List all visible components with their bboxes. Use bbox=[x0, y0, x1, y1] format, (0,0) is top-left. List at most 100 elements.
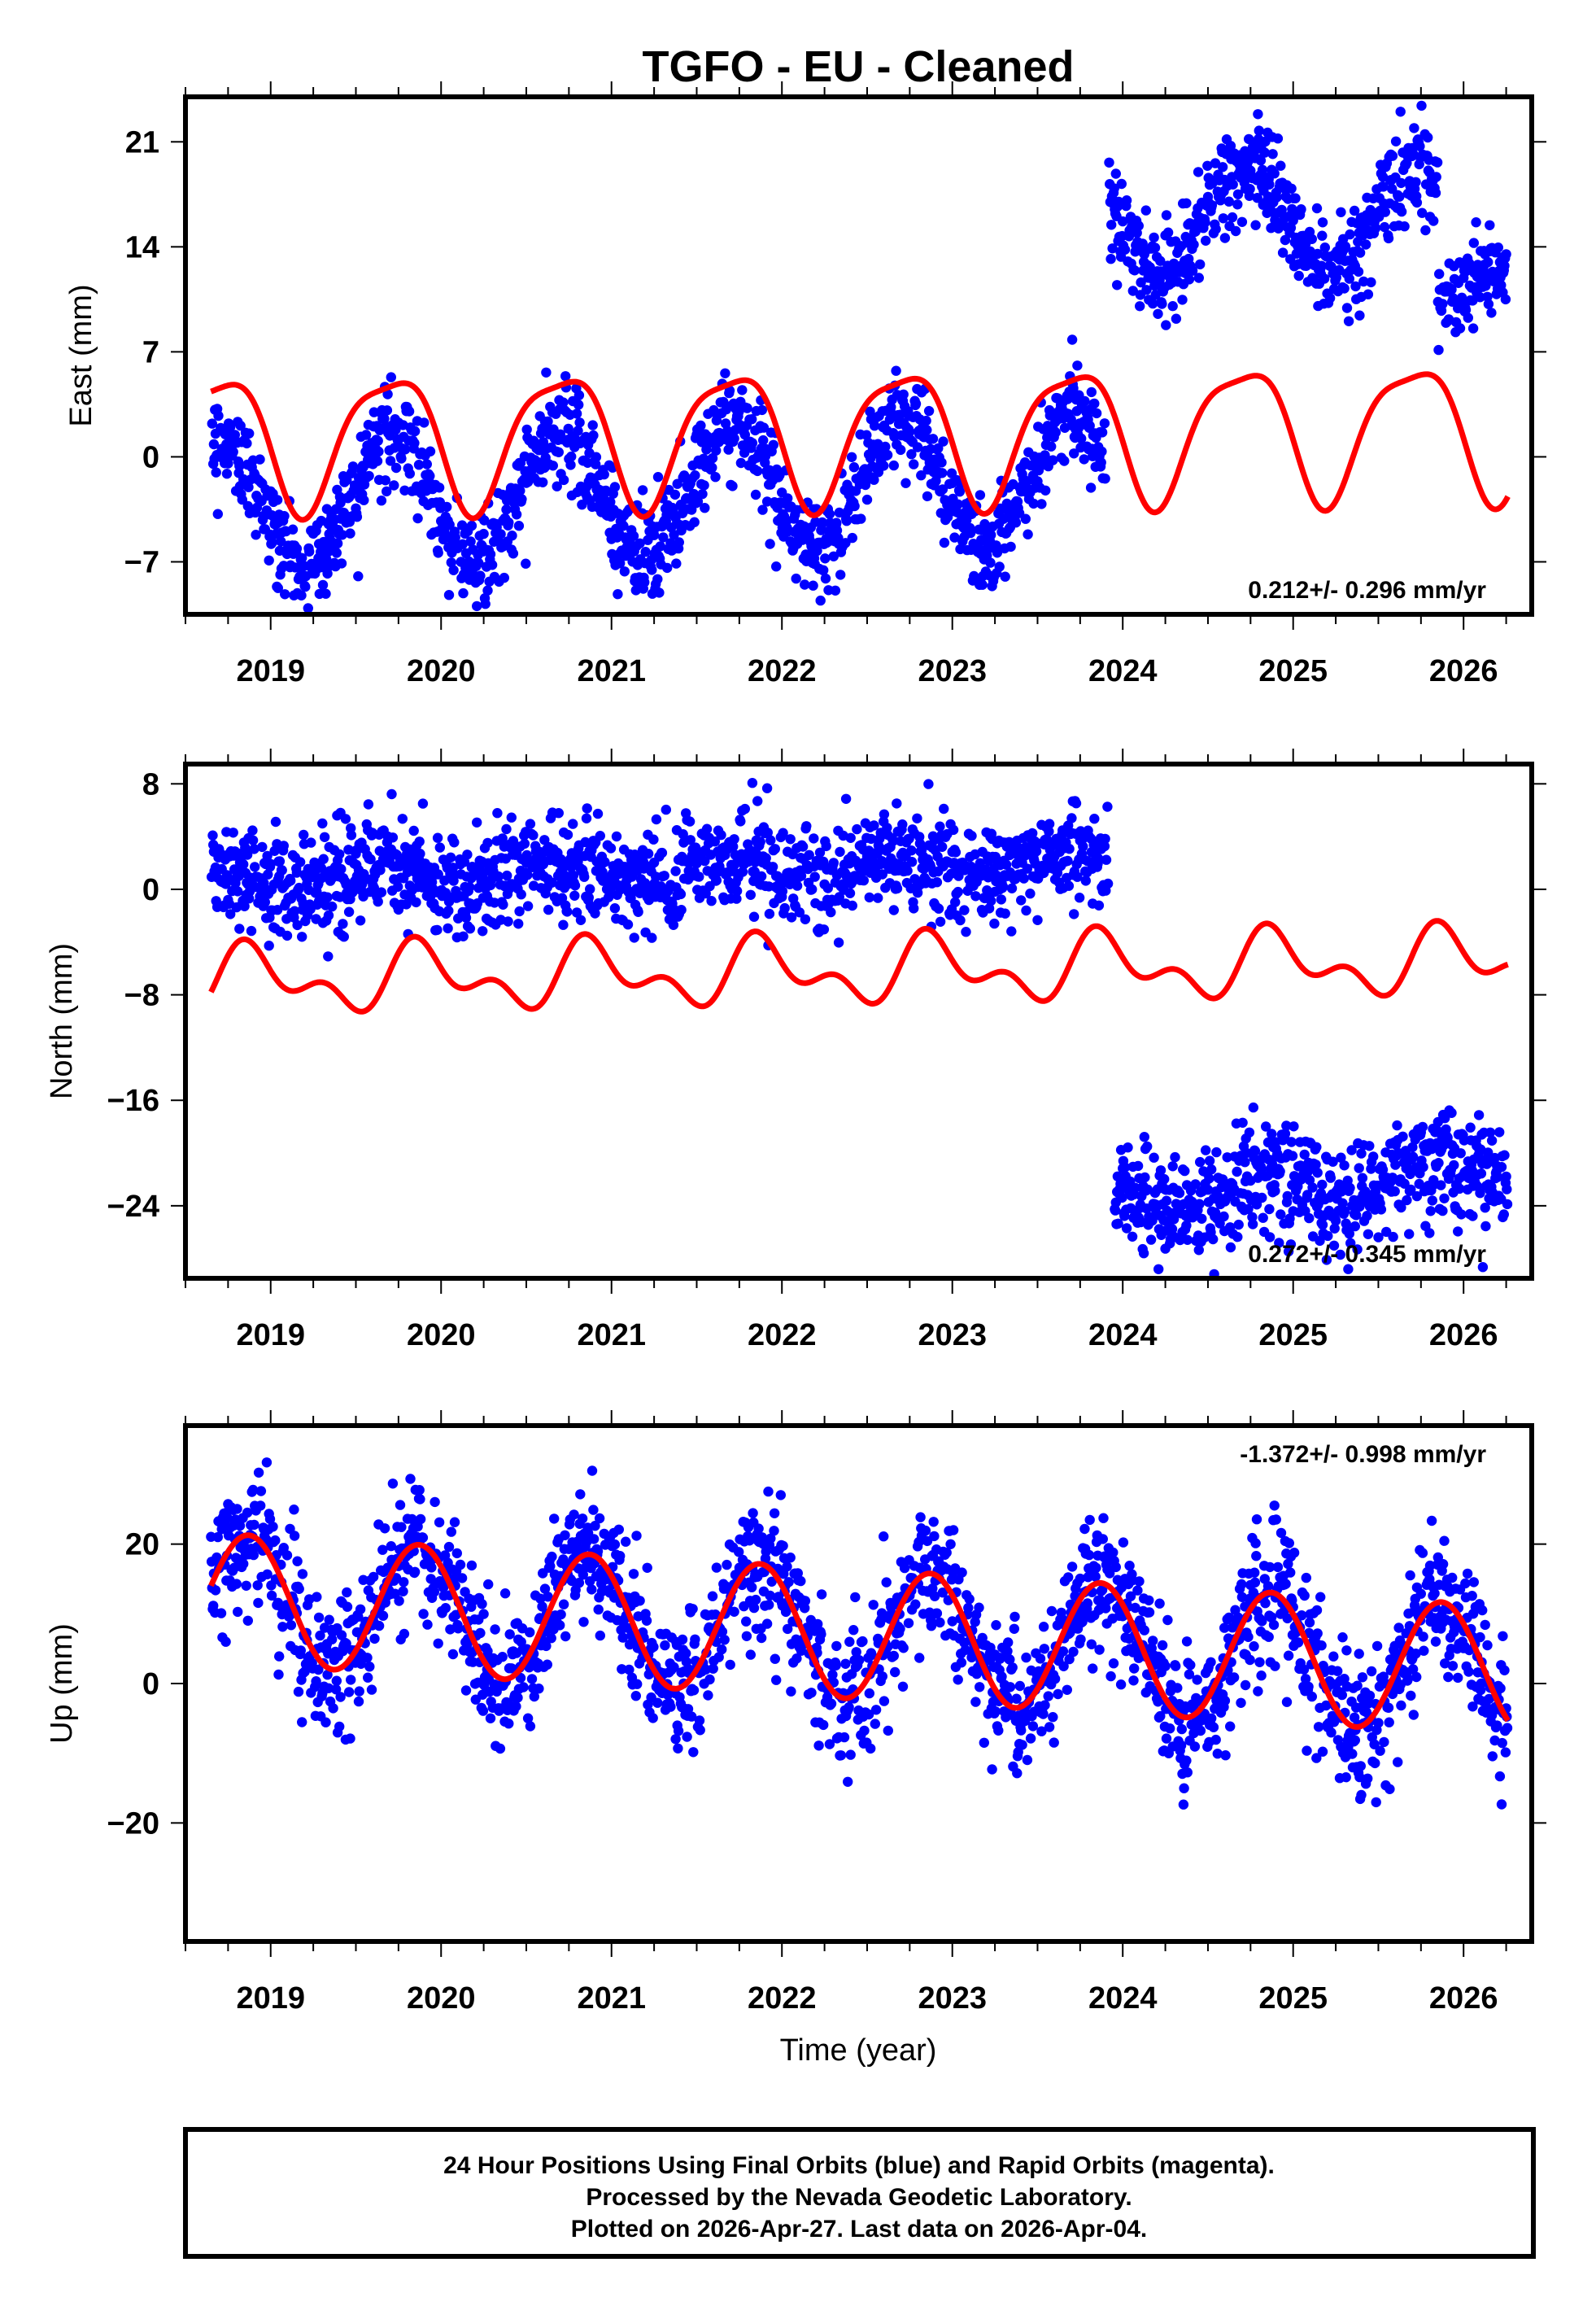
east-data-point bbox=[1416, 100, 1427, 111]
east-data-point bbox=[291, 544, 303, 554]
east-data-point bbox=[1066, 334, 1078, 345]
north-data-point bbox=[858, 875, 870, 886]
east-data-point bbox=[1341, 303, 1353, 313]
up-data-point bbox=[395, 1500, 406, 1510]
east-data-point bbox=[758, 435, 769, 446]
up-data-point bbox=[443, 1541, 455, 1553]
up-data-point bbox=[418, 1609, 429, 1619]
east-data-point bbox=[765, 539, 775, 549]
east-data-point bbox=[565, 460, 576, 470]
up-data-point bbox=[497, 1652, 508, 1662]
east-data-point bbox=[841, 516, 853, 526]
north-data-point bbox=[1025, 889, 1036, 899]
north-data-point bbox=[1102, 801, 1113, 812]
north-data-point bbox=[1089, 814, 1100, 824]
north-data-point bbox=[522, 901, 534, 911]
up-data-point bbox=[297, 1717, 307, 1727]
north-data-point bbox=[462, 849, 473, 860]
north-data-point bbox=[892, 883, 903, 894]
up-data-point bbox=[588, 1534, 600, 1544]
north-data-point bbox=[397, 814, 408, 824]
east-data-point bbox=[1411, 177, 1421, 187]
east-data-point bbox=[336, 558, 347, 569]
north-data-point bbox=[1436, 1180, 1446, 1190]
north-data-point bbox=[656, 847, 668, 858]
east-data-point bbox=[1217, 162, 1228, 173]
east-data-point bbox=[831, 518, 842, 528]
north-data-point bbox=[622, 919, 634, 930]
east-data-point bbox=[1005, 541, 1016, 552]
north-data-point bbox=[1132, 1160, 1144, 1172]
east-data-point bbox=[1420, 225, 1431, 236]
east-data-point bbox=[830, 585, 841, 596]
up-data-point bbox=[512, 1692, 523, 1703]
east-data-point bbox=[711, 445, 722, 456]
east-data-point bbox=[332, 538, 343, 549]
east-data-point bbox=[1188, 239, 1199, 250]
north-data-point bbox=[821, 841, 831, 852]
east-data-point bbox=[757, 504, 768, 515]
up-data-point bbox=[534, 1684, 544, 1694]
up-data-point bbox=[434, 1517, 445, 1528]
north-data-point bbox=[879, 809, 890, 819]
east-data-point bbox=[985, 557, 996, 568]
up-data-point bbox=[415, 1494, 425, 1505]
up-data-point bbox=[220, 1636, 231, 1647]
east-data-point bbox=[1390, 136, 1402, 146]
east-data-point bbox=[223, 458, 233, 469]
north-data-point bbox=[1502, 1184, 1512, 1194]
east-data-point bbox=[303, 603, 313, 614]
east-data-point bbox=[1157, 299, 1167, 309]
north-data-point bbox=[1018, 873, 1029, 884]
up-data-point bbox=[648, 1641, 659, 1653]
east-data-point bbox=[458, 587, 469, 599]
north-data-point bbox=[777, 886, 788, 897]
north-data-point bbox=[464, 881, 475, 893]
up-data-point bbox=[549, 1513, 560, 1524]
north-data-point bbox=[1362, 1211, 1372, 1221]
north-data-point bbox=[684, 816, 696, 827]
up-data-point bbox=[483, 1579, 494, 1590]
east-data-point bbox=[591, 459, 601, 469]
up-data-point bbox=[490, 1624, 500, 1635]
north-data-point bbox=[247, 835, 259, 846]
east-data-point bbox=[560, 371, 571, 382]
north-data-point bbox=[1225, 1242, 1236, 1253]
up-data-point bbox=[660, 1640, 670, 1651]
north-data-point bbox=[1062, 855, 1073, 867]
east-data-point bbox=[1399, 221, 1410, 232]
east-data-point bbox=[515, 485, 525, 496]
north-data-point bbox=[739, 803, 750, 815]
east-data-point bbox=[574, 417, 585, 428]
east-data-point bbox=[1149, 242, 1161, 253]
east-data-point bbox=[655, 541, 665, 552]
north-data-point bbox=[676, 905, 687, 915]
north-data-point bbox=[779, 902, 790, 914]
east-data-point bbox=[376, 496, 387, 506]
east-data-point bbox=[1119, 244, 1131, 255]
north-data-point bbox=[1069, 909, 1079, 919]
east-data-point bbox=[1232, 199, 1243, 210]
east-data-point bbox=[1290, 193, 1301, 203]
east-data-point bbox=[652, 472, 664, 483]
north-data-point bbox=[319, 832, 330, 842]
east-data-point bbox=[1135, 301, 1145, 312]
north-data-point bbox=[1323, 1230, 1333, 1242]
east-data-point bbox=[737, 385, 748, 395]
east-data-point bbox=[511, 509, 522, 520]
north-data-point bbox=[257, 841, 268, 853]
up-data-point bbox=[238, 1558, 249, 1570]
east-data-point bbox=[382, 389, 393, 400]
east-data-point bbox=[1201, 235, 1211, 246]
up-data-point bbox=[593, 1604, 604, 1615]
north-data-point bbox=[1498, 1209, 1510, 1220]
north-data-point bbox=[955, 915, 966, 926]
north-data-point bbox=[363, 799, 374, 810]
north-data-point bbox=[1339, 1160, 1350, 1171]
north-data-point bbox=[281, 930, 293, 941]
north-data-point bbox=[1257, 1192, 1267, 1203]
east-data-point bbox=[457, 539, 468, 549]
east-data-point bbox=[674, 537, 684, 548]
east-data-point bbox=[1366, 277, 1376, 288]
